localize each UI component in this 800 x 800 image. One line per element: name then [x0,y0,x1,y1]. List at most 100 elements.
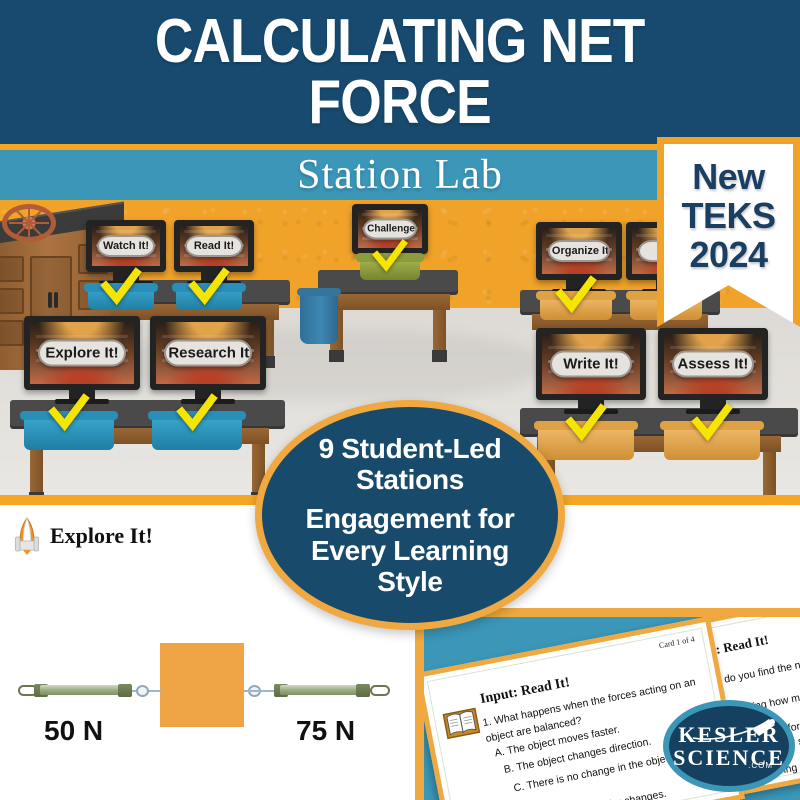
kesler-science-logo: KESLER SCIENCE .COM [663,700,795,792]
title-line-2: FORCE [308,68,492,137]
checkmark-icon [371,238,409,276]
checkmark-icon [690,402,734,446]
station-monitor-research-it: Research It! [150,316,266,404]
book-icon [442,707,481,740]
monitor-screen: Read It! [174,220,254,272]
station-monitor-read-it: Read It! [174,220,254,286]
checkmark-icon [175,392,219,436]
cabinet-handle [54,292,58,308]
spring-scale-right [244,684,390,697]
header-banner: CALCULATING NET FORCE [0,0,800,144]
callout-line-1: 9 Student-Led Stations [318,432,502,495]
force-label-right: 75 N [296,715,356,746]
monitor-screen: Challenge It! [352,204,428,254]
monitor-screen: Write It! [536,328,646,400]
monitor-screen: Research It! [150,316,266,390]
scale-body [280,685,366,695]
badge-content: New TEKS 2024 [664,144,793,327]
station-bin [148,393,246,450]
scale-cap [356,684,370,697]
worksheet-title: Explore It! [50,523,153,548]
cabinet-drawer [0,320,24,346]
station-monitor-watch-it: Watch It! [86,220,166,286]
badge-line-year: 2024 [689,233,768,275]
station-bin [356,239,424,280]
cabinet-handle [48,292,52,308]
diagram-block [160,643,244,727]
checkmark-icon [187,266,231,310]
header-divider-rule [0,144,800,150]
monitor-stand [566,280,592,291]
station-monitor-explore-it: Explore It! [24,316,140,404]
logo-oval: KESLER SCIENCE .COM [663,700,795,792]
desk-leg [763,452,776,495]
station-bin [536,275,616,320]
spring-scale-left [18,684,162,697]
cabinet-drawer [0,256,24,282]
station-bin [20,393,118,450]
station-label: Explore It! [38,339,126,367]
page-title: CALCULATING NET FORCE [155,10,645,134]
station-label: Research It! [164,339,252,367]
monitor-screen: Explore It! [24,316,140,390]
station-bin [660,403,764,460]
desk-apron [326,294,450,310]
station-label: Challenge It! [363,218,417,240]
scale-wire [244,690,278,692]
station-label: Read It! [185,235,243,257]
callout-line-2: Engagement for Every Learning Style [305,503,515,598]
net-force-diagram: 50 N 75 N [0,623,390,746]
rocket-icon [15,517,39,555]
checkmark-icon [47,392,91,436]
monitor-stand [578,400,604,411]
station-monitor-challenge-it: Challenge It! [352,204,428,268]
scale-cap [118,684,132,697]
station-bin [172,267,246,310]
wagon-wheel-decoration [2,204,56,242]
station-monitor-organize-it: Organize It! [536,222,622,294]
monitor-stand [113,272,139,283]
scale-loop [370,685,390,696]
trash-can [297,288,341,344]
monitor-screen: Assess It! [658,328,768,400]
station-label: Assess It! [671,350,755,378]
checkmark-icon [564,402,608,446]
logo-tld: .COM [748,761,773,770]
monitor-screen: Organize It! [536,222,622,280]
desk-leg [432,310,447,362]
station-desk-center [318,270,458,362]
station-monitor-write-it: Write It! [536,328,646,414]
station-bin [534,403,638,460]
feature-callout-oval: 9 Student-Led Stations Engagement for Ev… [255,400,565,630]
station-bin [84,267,158,310]
task-card-1: Card 1 of 4 Input: Read It! 1. What happ… [424,617,745,800]
checkmark-icon [99,266,143,310]
badge-line-new: New [692,156,765,197]
station-label: Organize It! [547,240,611,262]
monitor-base [686,409,740,414]
monitor-stand [195,390,221,401]
logo-line-2: SCIENCE [673,744,785,770]
monitor-screen: Watch It! [86,220,166,272]
station-monitor-assess-it: Assess It! [658,328,768,414]
force-label-left: 50 N [44,715,104,746]
desk-surface [318,270,458,292]
scale-body [40,685,132,695]
monitor-stand [201,272,227,283]
scale-ring [136,685,149,697]
trash-rim [297,288,341,296]
station-label: Write It! [549,350,633,378]
cabinet-drawer [0,288,24,314]
checkmark-icon [554,274,598,318]
monitor-stand [700,400,726,411]
new-teks-badge: New TEKS 2024 [657,137,800,327]
title-line-1: CALCULATING NET [155,7,645,77]
monitor-base [564,409,618,414]
subtitle-text: Station Lab [297,152,503,198]
badge-line-teks: TEKS [681,194,776,236]
station-label: Watch It! [97,235,155,257]
worksheet-header: Explore It! [14,517,153,555]
desk-leg [29,444,44,495]
rocket-swoosh-icon [692,719,775,740]
